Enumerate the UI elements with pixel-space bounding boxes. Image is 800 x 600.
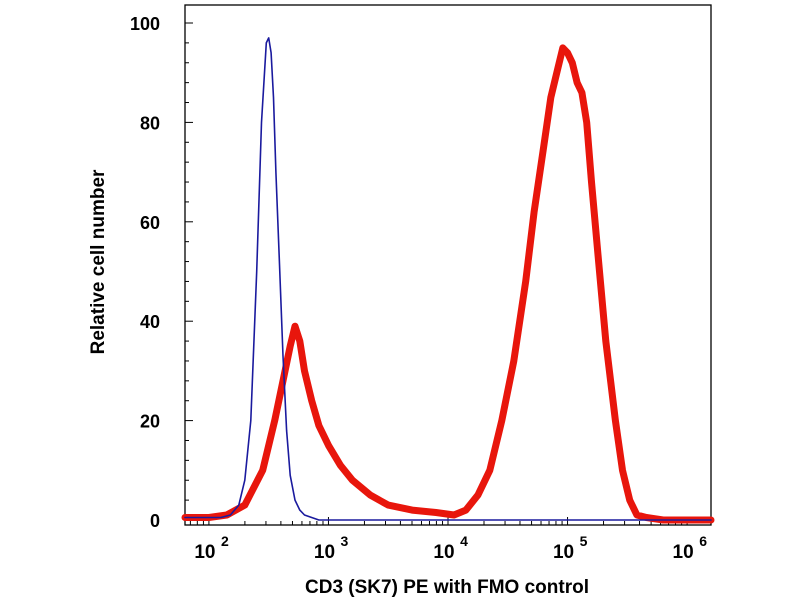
x-axis: 10 2 10 3 10 4 10 5 10 6 <box>194 533 707 563</box>
x-tick-exponent: 5 <box>580 533 588 549</box>
y-tick-label: 0 <box>150 511 160 531</box>
x-tick-label: 10 <box>433 542 454 563</box>
x-tick-exponent: 3 <box>341 533 349 549</box>
series-line-fmo-control <box>184 37 712 521</box>
y-axis-label: Relative cell number <box>88 169 109 354</box>
y-tick-label: 20 <box>140 412 160 432</box>
y-tick-label: 40 <box>140 312 160 332</box>
x-tick-label: 10 <box>553 542 574 563</box>
y-tick-label: 80 <box>140 113 160 133</box>
y-axis: 0 20 40 60 80 100 <box>130 14 160 531</box>
y-tick-label: 100 <box>130 14 160 34</box>
plot-frame <box>184 4 712 526</box>
x-tick-exponent: 6 <box>699 533 707 549</box>
x-tick-exponent: 4 <box>460 533 468 549</box>
x-tick-label: 10 <box>673 542 694 563</box>
x-tick-label: 10 <box>194 542 215 563</box>
series-layer <box>181 37 715 524</box>
x-axis-label: CD3 (SK7) PE with FMO control <box>305 577 589 598</box>
x-tick-label: 10 <box>314 542 335 563</box>
y-tick-label: 60 <box>140 213 160 233</box>
series-line-cd3-pe <box>181 44 715 524</box>
x-tick-exponent: 2 <box>221 533 229 549</box>
